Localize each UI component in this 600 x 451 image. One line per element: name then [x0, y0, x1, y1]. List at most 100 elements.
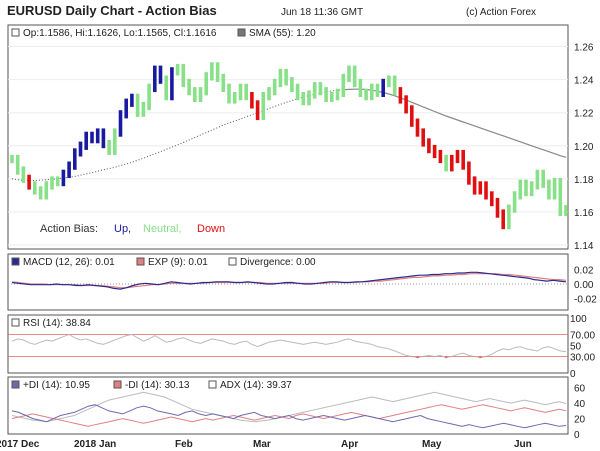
- adx-y-tick-3: 0: [574, 430, 580, 441]
- sma-line: [11, 88, 567, 181]
- ohlc-legend: Op:1.1586, Hi:1.1626, Lo:1.1565, Cl:1.16…: [23, 28, 217, 39]
- ohlc-bar-86: [501, 209, 505, 230]
- divergence-legend: Divergence: 0.00: [240, 257, 316, 268]
- ohlc-bar-82: [478, 181, 483, 195]
- price-y-tick-2: 1.22: [574, 109, 594, 120]
- ohlc-bar-11: [73, 148, 77, 170]
- ohlc-legend-swatch: [11, 28, 20, 37]
- x-tick-5: May: [422, 439, 442, 450]
- rsi-lines: [8, 333, 568, 359]
- ohlc-bar-2: [21, 166, 26, 183]
- bias-neutral-label: Neutral,: [143, 223, 182, 235]
- ohlc-bar-71: [415, 118, 420, 137]
- ohlc-bar-94: [547, 179, 551, 200]
- ohlc-bar-30: [181, 63, 186, 88]
- macd-y-tick-0: 0.02: [574, 265, 594, 276]
- ohlc-bar-73: [427, 138, 431, 154]
- ohlc-bar-22: [135, 93, 140, 117]
- ohlc-bar-57: [335, 88, 340, 101]
- exp-legend: EXP (9): 0.01: [148, 257, 208, 268]
- ohlc-bar-58: [341, 73, 346, 97]
- bias-up-label: Up,: [114, 223, 131, 235]
- price-y-tick-6: 1.14: [574, 241, 594, 252]
- macd-y-tick-2: -0.02: [574, 295, 597, 306]
- ohlc-bar-77: [450, 154, 454, 172]
- ohlc-bar-41: [244, 83, 248, 101]
- ohlc-bar-31: [187, 78, 191, 96]
- adx-y-tick-0: 60: [574, 384, 586, 395]
- ohlc-bar-42: [250, 92, 254, 109]
- ohlc-bar-6: [44, 181, 49, 200]
- pdi-legend: +DI (14): 10.95: [23, 380, 90, 391]
- price-y-tick-0: 1.26: [574, 43, 594, 54]
- ohlc-bar-62: [364, 88, 368, 101]
- ohlc-bar-0: [10, 154, 14, 164]
- ohlc-bar-43: [255, 100, 260, 121]
- ohlc-bar-14: [90, 131, 94, 144]
- ohlc-bar-55: [324, 87, 328, 102]
- ohlc-bar-1: [15, 154, 20, 175]
- x-tick-0: 2017 Dec: [0, 439, 40, 450]
- ohlc-bar-35: [210, 62, 214, 81]
- ohlc-bar-5: [38, 186, 43, 200]
- chart-credit: (c) Action Forex: [466, 7, 536, 18]
- chart-title: EURUSD Daily Chart - Action Bias: [7, 3, 217, 18]
- adx-y-ticks: 60 40 20 0: [574, 384, 586, 441]
- price-gridlines: [8, 46, 568, 246]
- adx-lines: [11, 391, 567, 429]
- ohlc-bar-60: [352, 65, 357, 88]
- ohlc-bar-13: [84, 131, 88, 150]
- ohlc-bar-21: [130, 93, 134, 107]
- mdi-legend: -DI (14): 30.13: [125, 380, 190, 391]
- ohlc-bar-84: [490, 191, 494, 207]
- ohlc-bar-9: [61, 169, 66, 187]
- adx-legend-swatch: [208, 380, 217, 389]
- price-y-ticks: 1.26 1.24 1.22 1.20 1.18 1.16 1.14: [574, 43, 594, 252]
- divergence-legend-swatch: [228, 257, 237, 266]
- ohlc-bar-37: [221, 73, 226, 92]
- ohlc-bar-25: [153, 65, 157, 93]
- ohlc-bar-92: [535, 169, 540, 190]
- ohlc-bar-23: [141, 101, 146, 117]
- rsi-legend-swatch: [11, 318, 20, 327]
- macd-y-ticks: 0.02 0.00 -0.02: [574, 265, 597, 305]
- exp-line: [11, 273, 567, 289]
- ohlc-bar-72: [421, 128, 425, 147]
- adx-y-tick-2: 20: [574, 415, 586, 426]
- adx-panel: [7, 376, 569, 435]
- ohlc-bar-88: [512, 191, 517, 213]
- ohlc-bar-34: [204, 72, 208, 96]
- ohlc-bar-83: [484, 181, 488, 200]
- rsi-y-tick-2: 50: [570, 342, 582, 353]
- ohlc-bar-81: [472, 176, 477, 195]
- ohlc-bar-15: [95, 128, 100, 144]
- ohlc-bar-33: [198, 87, 203, 102]
- rsi-y-tick-4: 0: [570, 369, 576, 380]
- ohlc-bar-93: [541, 169, 545, 188]
- price-y-tick-3: 1.20: [574, 142, 594, 153]
- ohlc-bar-19: [118, 110, 123, 137]
- ohlc-bar-4: [33, 181, 37, 195]
- price-y-tick-5: 1.16: [574, 208, 594, 219]
- ohlc-bar-79: [461, 149, 465, 170]
- ohlc-bar-64: [375, 83, 380, 97]
- ohlc-bar-91: [529, 181, 534, 197]
- ohlc-bar-70: [410, 105, 414, 127]
- x-tick-1: 2018 Jan: [74, 439, 116, 450]
- ohlc-bar-49: [290, 77, 294, 92]
- ohlc-bar-27: [164, 75, 168, 101]
- ohlc-bar-90: [524, 179, 528, 197]
- ohlc-bar-26: [158, 65, 163, 84]
- ohlc-bar-16: [101, 128, 106, 149]
- ohlc-bar-32: [193, 87, 197, 102]
- ohlc-bar-75: [438, 149, 443, 164]
- macd-legend: MACD (12, 26): 0.01: [23, 257, 115, 268]
- ohlc-bar-38: [227, 83, 231, 104]
- x-tick-4: Apr: [341, 439, 358, 450]
- ohlc-bar-36: [215, 62, 220, 83]
- ohlc-bar-28: [170, 67, 174, 101]
- bias-label: Action Bias:: [40, 223, 98, 235]
- ohlc-bar-53: [312, 82, 317, 99]
